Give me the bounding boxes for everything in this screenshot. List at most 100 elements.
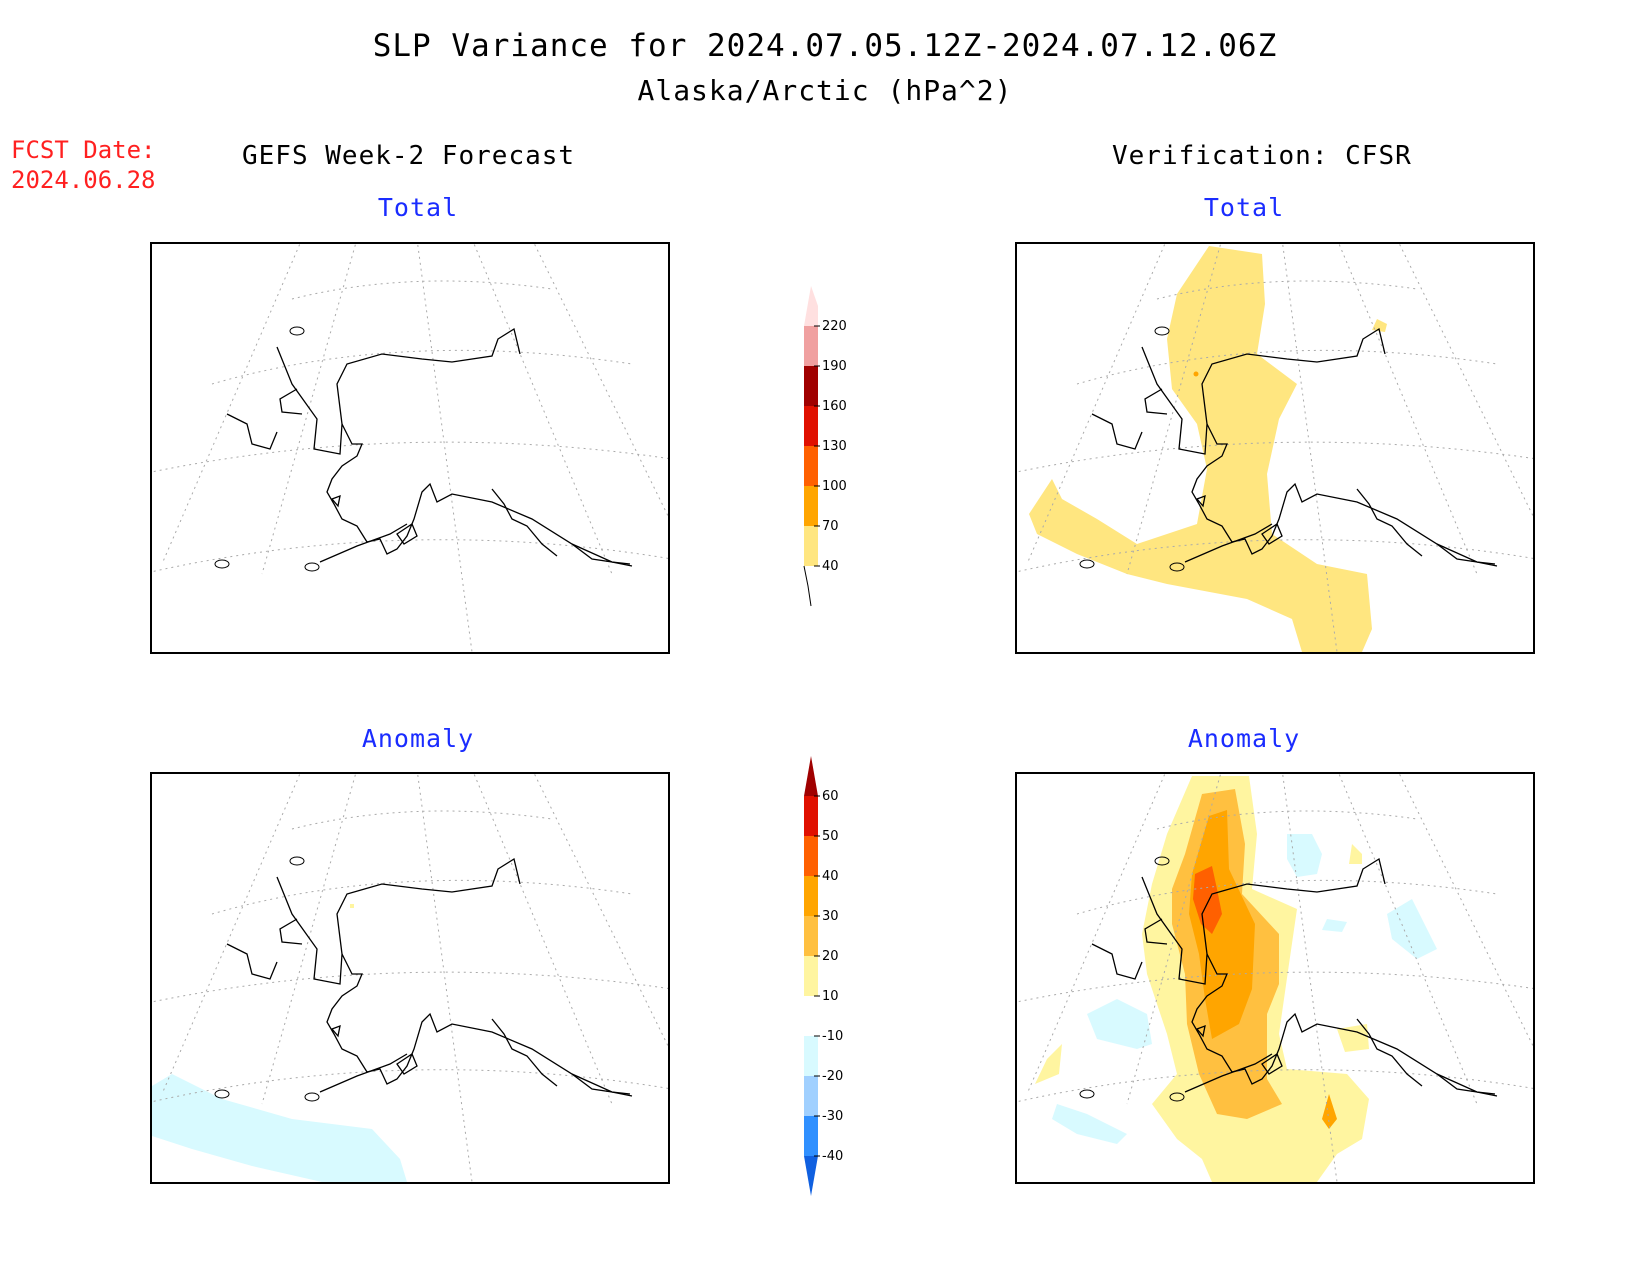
coastline (396, 1053, 418, 1075)
forecast-anomaly-map (150, 772, 670, 1184)
graticule-line (1156, 280, 1418, 300)
graticule-line (261, 774, 357, 1105)
colorbar-swatch (804, 286, 818, 326)
coastline (1144, 918, 1168, 945)
graticule-line (417, 774, 473, 1182)
colorbar-tick-label: -10 (822, 1029, 843, 1044)
graticule-line (533, 774, 668, 1047)
graticule-line (161, 774, 301, 1095)
graticule-line (152, 539, 668, 573)
graticule-line (211, 879, 633, 915)
colorbar-swatch (804, 406, 818, 446)
colorbar-swatch (804, 796, 818, 836)
forecast-total-map (150, 242, 670, 654)
graticule-line (161, 244, 301, 565)
colorbar-tick-label: 60 (822, 789, 839, 804)
graticule-line (473, 774, 613, 1105)
colorbar-swatch (804, 486, 818, 526)
island (289, 856, 305, 866)
colorbar-tick-label: 190 (822, 359, 847, 374)
verif-total-label: Total (1203, 193, 1285, 222)
island (1079, 1089, 1095, 1099)
island (1169, 1092, 1185, 1102)
verif-anomaly-map (1015, 772, 1535, 1184)
colorbar-swatch (804, 916, 818, 956)
anomaly-shading (1035, 776, 1437, 1182)
total-colorbar: 220 190 160 130 100 70 40 (790, 280, 870, 614)
colorbar-tick-label: 30 (822, 909, 839, 924)
coastline (1261, 1053, 1283, 1075)
colorbar-tick-label: 40 (822, 559, 839, 574)
island (1154, 326, 1170, 336)
colorbar-tick-label: 100 (822, 479, 847, 494)
colorbar-tick-label: -40 (822, 1149, 843, 1164)
colorbar-tick-label: 220 (822, 319, 847, 334)
graticule-line (1026, 774, 1166, 1095)
colorbar-swatch (804, 1076, 818, 1116)
coastline (319, 1053, 408, 1093)
coastline (1191, 953, 1498, 1097)
coastline (330, 494, 341, 508)
colorbar-arrow (804, 1156, 818, 1196)
colorbar-tick-label: -20 (822, 1069, 843, 1084)
coastline (1191, 423, 1498, 567)
colorbar-swatch (804, 836, 818, 876)
colorbar-swatch (804, 1036, 818, 1076)
coastline (226, 943, 278, 980)
colorbar-swatch (804, 996, 818, 1036)
graticule-line (473, 244, 613, 575)
graticule-line (291, 810, 553, 830)
colorbar-tick-label: 50 (822, 829, 839, 844)
graticule-line (1398, 244, 1533, 517)
graticule-line (1076, 879, 1498, 915)
island (214, 1089, 230, 1099)
coastline (491, 488, 558, 557)
graticule-line (1338, 774, 1478, 1105)
colorbar-swatch (804, 366, 818, 406)
colorbar-tick-label: 40 (822, 869, 839, 884)
coastline (1184, 1053, 1273, 1093)
graticule-line (1126, 774, 1222, 1105)
colorbar-tick-label: 10 (822, 989, 839, 1004)
graticule-line (417, 244, 473, 652)
coastline (1141, 857, 1386, 985)
forecast-anomaly-label: Anomaly (361, 724, 475, 753)
forecast-date: FCST Date: 2024.06.28 (11, 136, 156, 194)
forecast-total-label: Total (377, 193, 459, 222)
colorbar-swatch (804, 526, 818, 566)
coastline (1356, 1018, 1423, 1087)
colorbar-tick-label: -30 (822, 1109, 843, 1124)
coastline (330, 1024, 341, 1038)
colorbar-tick-label: 70 (822, 519, 839, 534)
colorbar-swatch (804, 956, 818, 996)
verif-total-map (1015, 242, 1535, 654)
colorbar-tick-label: 160 (822, 399, 847, 414)
coastline (279, 918, 303, 945)
graticule-line (1076, 349, 1498, 385)
coastline (1261, 523, 1283, 545)
graticule-line (152, 441, 668, 473)
coastline (1184, 523, 1273, 563)
island (1154, 856, 1170, 866)
coastline (1144, 388, 1168, 415)
left-column-heading: GEFS Week-2 Forecast (242, 141, 576, 171)
coastline (1356, 488, 1423, 557)
coastline (276, 857, 521, 985)
graticule-line (152, 1069, 668, 1103)
coastline (319, 523, 408, 563)
graticule-line (152, 971, 668, 1003)
graticule-line (1126, 244, 1222, 575)
chart-subtitle: Alaska/Arctic (hPa^2) (637, 74, 1013, 107)
graticule-line (1338, 244, 1478, 575)
graticule-line (1017, 971, 1533, 1003)
right-column-heading: Verification: CFSR (1112, 141, 1412, 171)
coastline (326, 423, 633, 567)
graticule-line (1156, 810, 1418, 830)
coastline (1195, 494, 1206, 508)
verif-anomaly-label: Anomaly (1187, 724, 1301, 753)
coastline (1436, 543, 1496, 565)
island (289, 326, 305, 336)
island (304, 1092, 320, 1102)
colorbar-arrow (804, 756, 818, 796)
colorbar-swatch (804, 876, 818, 916)
